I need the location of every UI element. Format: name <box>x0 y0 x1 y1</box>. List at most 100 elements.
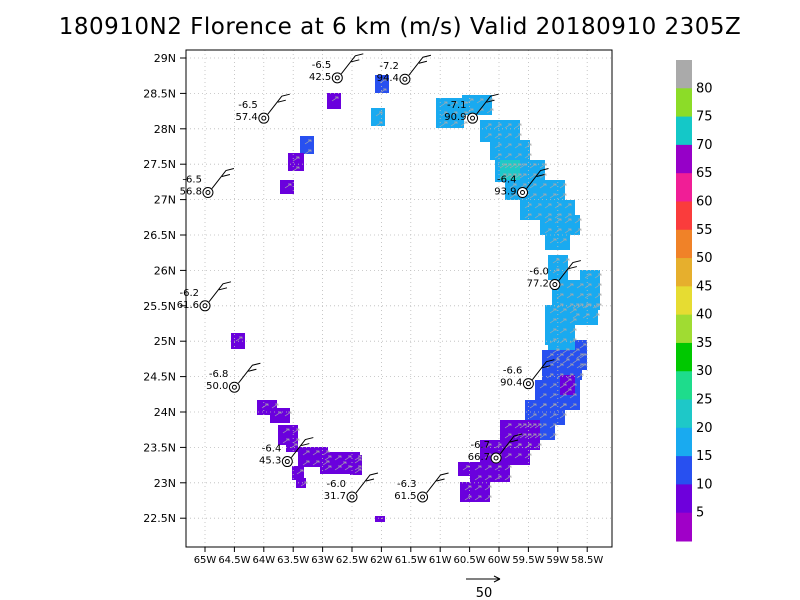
wind-barb <box>426 472 449 494</box>
latitude-label: 23N <box>154 477 176 490</box>
colorbar-label: 10 <box>696 477 713 492</box>
wind-vector-arrow <box>292 156 300 162</box>
wind-vector-arrow <box>566 353 574 359</box>
wind-vector-arrow <box>514 163 522 169</box>
station-marker-center <box>402 76 408 82</box>
scale-arrow: 50 <box>466 575 501 600</box>
wind-vector-arrow <box>534 443 542 449</box>
wind-vector-arrow <box>331 96 339 102</box>
wind-vector-arrow <box>524 423 532 429</box>
station-marker-center <box>552 282 558 288</box>
wind-vector-arrow <box>576 303 584 309</box>
station-value: 61.6 <box>177 300 199 311</box>
wind-vector-arrow <box>572 358 580 364</box>
latitude-label: 22.5N <box>143 512 176 525</box>
dropsonde-station: -6.261.6 <box>177 281 232 312</box>
colorbar-label: 25 <box>696 393 713 408</box>
wind-speed-cell <box>270 408 290 423</box>
wind-vector-arrow <box>549 433 557 439</box>
colorbar-swatch <box>676 60 692 89</box>
wind-speed-cell <box>300 136 314 154</box>
wind-vector-arrow <box>494 143 502 149</box>
wind-vector-arrow <box>524 433 532 439</box>
wind-vector-arrow <box>539 433 547 439</box>
wind-vector-arrow <box>582 313 590 319</box>
station-value: 45.3 <box>259 456 281 467</box>
wind-vector-arrow <box>539 383 547 389</box>
wind-speed-cell <box>286 440 298 452</box>
dropsonde-station: -7.190.9 <box>444 93 499 124</box>
scale-arrow-label: 50 <box>476 586 493 600</box>
wind-vector-arrow <box>519 433 527 439</box>
wind-vector-arrow <box>549 183 557 189</box>
wind-vector-arrow <box>549 393 557 399</box>
station-marker-center <box>202 303 208 309</box>
wind-vector-arrow <box>504 433 512 439</box>
station-marker <box>399 73 411 85</box>
wind-vector-arrow <box>549 238 557 244</box>
station-temperature: -6.5 <box>312 60 332 71</box>
wind-vector-arrow <box>574 218 582 224</box>
wind-vector-arrow <box>559 193 567 199</box>
station-marker <box>549 279 561 291</box>
station-value: 93.9 <box>494 187 516 198</box>
station-value: 77.2 <box>527 279 549 290</box>
wind-vector-arrow <box>524 203 532 209</box>
wind-vector-arrow <box>554 203 562 209</box>
wind-barb <box>290 437 314 458</box>
wind-vector-arrow <box>519 173 527 179</box>
latitude-label: 25N <box>154 335 176 348</box>
wind-vector-arrow <box>292 438 300 444</box>
wind-vector-arrow <box>539 173 547 179</box>
wind-vector-arrow <box>524 213 532 219</box>
wind-vector-arrow <box>460 121 468 127</box>
station-temperature: -6.7 <box>471 440 491 451</box>
wind-vector-arrow <box>559 238 567 244</box>
latitude-label: 26.5N <box>143 229 176 242</box>
colorbar-swatch <box>676 456 692 485</box>
wind-vector-arrow <box>354 455 362 461</box>
colorbar-swatch <box>676 342 692 372</box>
wind-vector-arrow <box>284 183 292 189</box>
wind-vector-arrow <box>334 455 342 461</box>
wind-vector-arrow <box>569 403 577 409</box>
wind-barb <box>532 359 555 380</box>
colorbar-swatch <box>676 88 692 118</box>
colorbar-swatch <box>676 144 692 174</box>
wind-vector-arrow <box>576 283 584 289</box>
station-marker <box>490 452 502 464</box>
latitude-label: 27N <box>154 194 176 207</box>
colorbar-label: 50 <box>696 251 713 266</box>
wind-vector-arrow <box>576 373 584 379</box>
wind-vector-arrow <box>379 88 387 94</box>
wind-vector-arrow <box>466 108 474 114</box>
wind-vector-arrow <box>484 485 492 491</box>
wind-vector-arrow <box>302 460 310 466</box>
station-temperature: -6.5 <box>182 175 202 186</box>
dropsonde-station: -6.690.4 <box>500 359 555 390</box>
station-value: 61.5 <box>394 491 416 502</box>
wind-speed-cell <box>460 482 490 502</box>
station-marker <box>517 187 529 199</box>
wind-vector-arrow <box>484 495 492 501</box>
wind-vector-arrow <box>549 318 557 324</box>
station-temperature: -6.4 <box>262 444 282 455</box>
colorbar-swatch <box>676 314 692 344</box>
wind-vector-arrow <box>300 481 308 487</box>
wind-vector-arrow <box>484 133 492 139</box>
map-frame <box>185 49 613 548</box>
wind-vector-arrow <box>474 475 482 481</box>
station-marker <box>467 112 479 124</box>
station-temperature: -6.6 <box>503 366 523 377</box>
wind-vector-arrow <box>564 218 572 224</box>
wind-vector-arrow <box>464 485 472 491</box>
wind-vector-arrow <box>499 173 507 179</box>
wind-vector-arrow <box>592 313 600 319</box>
wind-vector-arrow <box>554 218 562 224</box>
wind-vector-arrow <box>569 328 577 334</box>
colorbar-swatch <box>676 484 692 514</box>
station-value: 90.9 <box>444 112 466 123</box>
wind-vector-arrow <box>552 358 560 364</box>
wind-vector-arrow <box>552 258 560 264</box>
